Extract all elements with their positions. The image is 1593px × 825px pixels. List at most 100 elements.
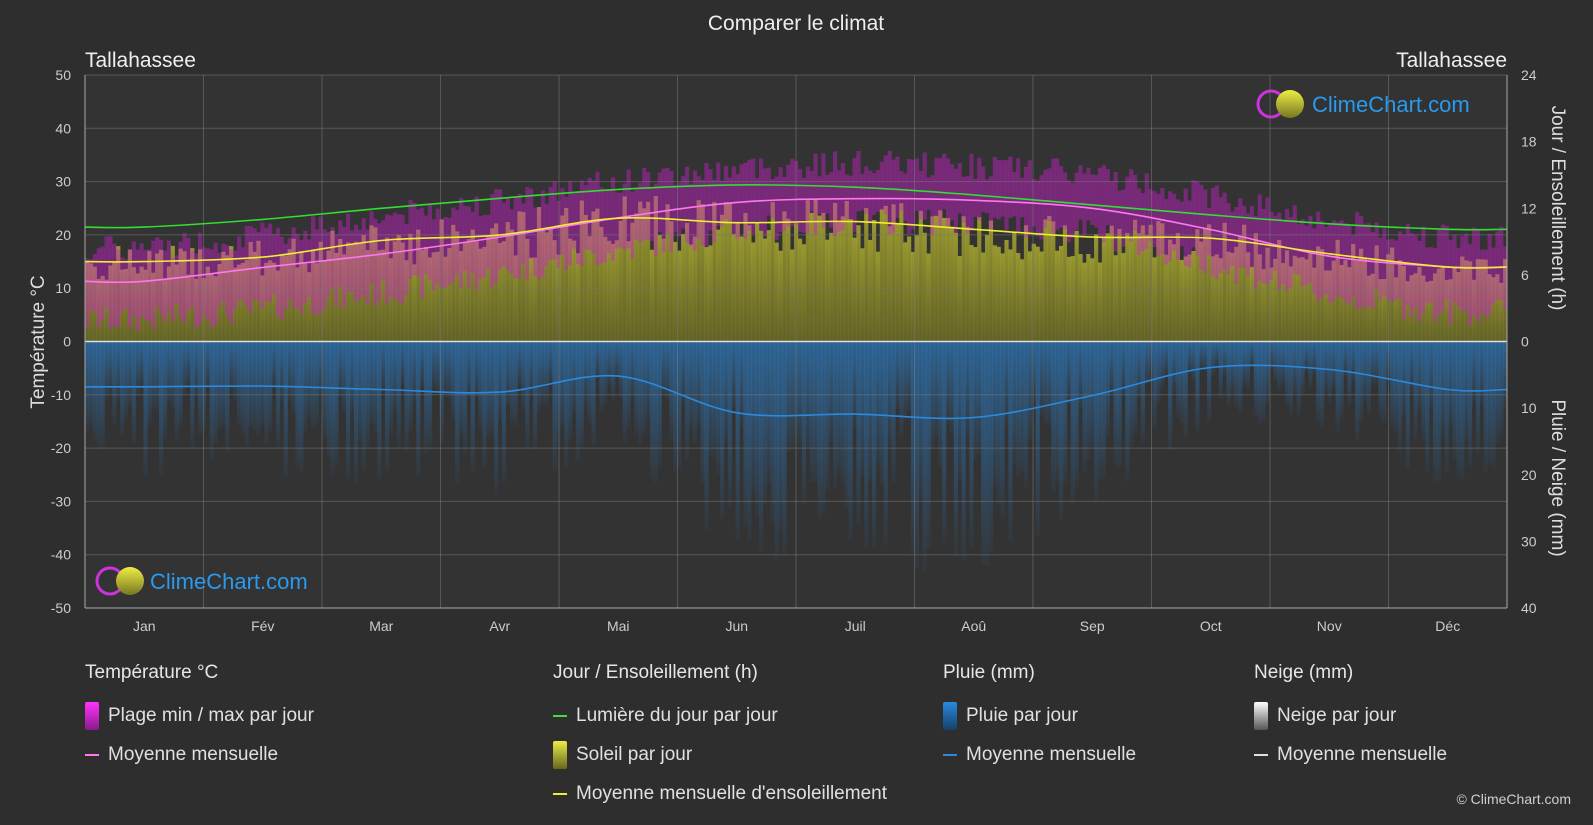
sunshine-day-bar: [817, 215, 822, 342]
rain-day-bar: [517, 341, 522, 386]
temp-range-day-bar: [1101, 165, 1107, 243]
y-left-tick-label: -50: [51, 600, 71, 616]
rain-day-bar: [513, 341, 518, 426]
temp-range-day-bar: [1144, 173, 1149, 249]
rain-day-bar: [1460, 341, 1465, 481]
rain-day-bar: [525, 341, 530, 450]
sunshine-day-bar: [462, 242, 468, 342]
temp-range-day-bar: [1378, 237, 1383, 301]
sunshine-day-bar: [182, 251, 187, 342]
temp-range-day-bar: [1448, 239, 1453, 324]
sunshine-day-bar: [1047, 215, 1052, 342]
sunshine-day-bar: [338, 239, 343, 342]
sunshine-day-bar: [1491, 277, 1496, 342]
rain-day-bar: [766, 341, 771, 484]
rain-day-bar: [131, 341, 136, 443]
rain-day-bar: [1101, 341, 1107, 478]
logo-sun-icon: [1276, 90, 1304, 118]
rain-day-bar: [887, 341, 892, 446]
temp-range-day-bar: [899, 171, 904, 211]
temp-range-day-bar: [1012, 171, 1017, 217]
rain-day-bar: [346, 341, 351, 480]
rain-day-bar: [821, 341, 826, 515]
temp-range-day-bar: [194, 253, 199, 329]
temp-range-day-bar: [583, 185, 588, 250]
rain-day-bar: [474, 341, 479, 398]
sunshine-day-bar: [295, 267, 300, 342]
temp-range-day-bar: [85, 258, 90, 327]
rain-day-bar: [287, 341, 292, 401]
x-tick-label: Aoû: [961, 618, 986, 634]
sunshine-day-bar: [825, 239, 830, 342]
sunshine-day-bar: [334, 252, 339, 342]
x-tick-label: Mai: [607, 618, 630, 634]
temp-range-day-bar: [497, 189, 503, 270]
temp-range-day-bar: [197, 232, 203, 325]
sunshine-day-bar: [1008, 249, 1013, 342]
rain-day-bar: [603, 341, 608, 404]
sunshine-day-bar: [614, 240, 620, 342]
rain-day-bar: [244, 341, 249, 447]
sunshine-day-bar: [1207, 224, 1212, 342]
sunshine-day-bar: [1160, 223, 1165, 342]
temp-range-day-bar: [797, 168, 803, 232]
sunshine-day-bar: [1125, 232, 1130, 342]
rain-day-bar: [1265, 341, 1270, 405]
sunshine-day-bar: [1175, 233, 1181, 342]
rain-day-bar: [1284, 341, 1290, 406]
sunshine-day-bar: [852, 237, 857, 342]
rain-day-bar: [1144, 341, 1149, 385]
rain-day-bar: [1316, 341, 1321, 422]
temp-range-day-bar: [416, 209, 421, 277]
sunshine-day-bar: [883, 205, 888, 342]
legend-label: Plage min / max par jour: [108, 704, 314, 726]
rain-day-bar: [338, 341, 343, 398]
temp-range-day-bar: [1125, 176, 1130, 236]
sunshine-day-bar: [439, 219, 444, 342]
sunshine-day-bar: [1027, 251, 1033, 342]
rain-day-bar: [739, 341, 744, 428]
temp-range-day-bar: [88, 259, 94, 311]
sunshine-day-bar: [427, 257, 433, 342]
rain-day-bar: [330, 341, 335, 475]
sunshine-day-bar: [836, 222, 842, 342]
rain-day-bar: [871, 341, 877, 550]
rain-day-bar: [1066, 341, 1071, 404]
sunshine-day-bar: [1222, 222, 1227, 342]
sunshine-day-bar: [104, 279, 109, 342]
temp-range-day-bar: [945, 158, 951, 230]
temp-range-day-bar: [377, 223, 382, 301]
sunshine-day-bar: [1245, 252, 1251, 342]
rain-day-bar: [949, 341, 955, 434]
sunshine-day-bar: [1090, 258, 1095, 342]
rain-day-bar: [868, 341, 873, 481]
sunshine-day-bar: [279, 255, 284, 342]
rain-day-bar: [614, 341, 620, 379]
sunshine-day-bar: [369, 225, 374, 342]
temp-range-day-bar: [322, 229, 327, 309]
temp-range-day-bar: [205, 248, 210, 320]
rain-day-bar: [505, 341, 510, 405]
sunshine-day-bar: [782, 211, 787, 342]
sunshine-day-bar: [1304, 259, 1309, 342]
temp-range-day-bar: [1331, 220, 1336, 302]
sunshine-day-bar: [143, 269, 148, 342]
temp-range-day-bar: [731, 166, 736, 235]
rain-day-bar: [412, 341, 417, 404]
rain-day-bar: [155, 341, 160, 410]
rain-day-bar: [279, 341, 284, 403]
sunshine-day-bar: [178, 248, 183, 342]
sunshine-day-bar: [244, 259, 249, 342]
rain-day-bar: [1125, 341, 1130, 482]
sunshine-day-bar: [1296, 257, 1301, 342]
sunshine-day-bar: [692, 236, 697, 342]
rain-day-bar: [197, 341, 203, 436]
y-left-tick-label: 30: [55, 174, 71, 190]
temp-range-day-bar: [926, 177, 931, 210]
rain-day-bar: [1140, 341, 1145, 444]
legend-item: Soleil par jour: [553, 735, 887, 774]
sunshine-day-bar: [408, 233, 413, 342]
rain-day-bar: [786, 341, 791, 452]
temp-range-day-bar: [1226, 203, 1231, 275]
sunshine-day-bar: [1456, 271, 1461, 342]
